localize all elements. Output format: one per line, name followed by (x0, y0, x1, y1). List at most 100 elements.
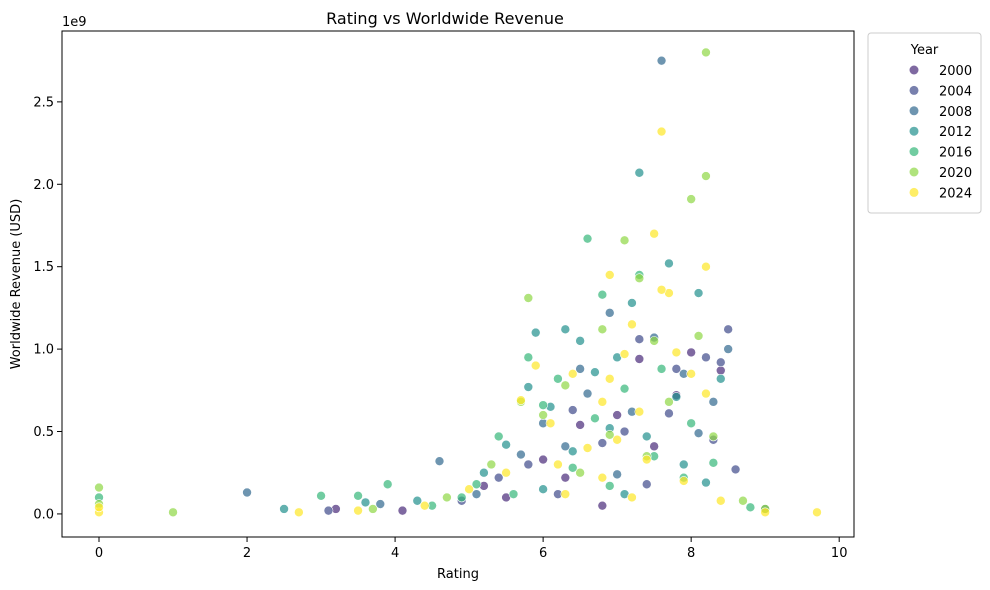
data-point-2024-10 (567, 369, 578, 379)
data-point-2004-16 (730, 464, 741, 475)
data-point-2012-5 (715, 373, 726, 384)
data-point-2012-9 (590, 367, 600, 377)
data-point-2000-12 (597, 500, 608, 511)
legend-marker-2016 (909, 147, 919, 157)
data-point-2020-14 (708, 431, 719, 442)
data-point-2016-24 (745, 502, 756, 513)
data-point-2020-23 (738, 495, 748, 506)
data-point-2020-9 (560, 380, 571, 391)
data-point-2016-8 (590, 413, 600, 424)
data-point-2012-19 (701, 477, 711, 488)
data-point-2020-13 (604, 430, 615, 440)
data-point-2000-13 (649, 441, 659, 452)
data-point-2020-2 (686, 194, 696, 204)
data-point-2024-19 (582, 443, 593, 453)
data-point-2008-18 (575, 364, 585, 374)
legend-marker-2024 (909, 187, 919, 197)
data-point-2024-20 (641, 454, 652, 465)
data-point-2012-15 (641, 431, 652, 442)
data-point-2020-20 (94, 482, 104, 493)
data-point-2008-0 (656, 55, 667, 66)
data-point-2008-13 (560, 441, 571, 452)
data-point-2020-19 (168, 507, 178, 518)
data-point-2024-28 (715, 495, 726, 506)
data-point-2012-7 (575, 336, 585, 346)
data-point-2012-4 (560, 324, 571, 335)
legend-title: Year (910, 43, 939, 58)
x-axis-ticks: 0 2 4 6 8 10 (95, 537, 848, 561)
data-point-2012-21 (360, 497, 371, 508)
data-point-2024-21 (553, 459, 563, 470)
data-point-2004-1 (715, 357, 726, 368)
data-point-2024-6 (627, 319, 637, 330)
data-point-2016-0 (582, 233, 593, 244)
y-tick-label-3: 1.5 (33, 260, 54, 275)
data-point-2008-10 (516, 449, 526, 460)
data-point-2024-13 (701, 388, 711, 399)
legend-label-2016: 2016 (939, 146, 972, 161)
x-tick-label-0: 0 (95, 546, 103, 561)
data-point-2016-13 (471, 479, 482, 490)
legend-label-2012: 2012 (939, 125, 972, 140)
data-point-2000-8 (686, 347, 696, 358)
legend-marker-2020 (909, 167, 919, 177)
data-point-2024-16 (516, 395, 526, 405)
data-point-2000-3 (560, 472, 571, 483)
data-point-2012-2 (693, 288, 704, 298)
data-point-2024-29 (419, 500, 430, 511)
y-axis-offset-label: 1e9 (62, 15, 87, 30)
data-point-2020-5 (523, 293, 534, 303)
data-point-2004-10 (664, 408, 674, 419)
x-tick-label-3: 6 (539, 546, 547, 561)
data-point-2008-15 (612, 469, 622, 480)
data-point-2020-1 (701, 171, 711, 181)
data-point-2020-15 (486, 459, 497, 470)
data-point-2012-6 (530, 327, 541, 338)
data-point-2012-18 (678, 459, 689, 470)
y-tick-label-5: 2.5 (33, 95, 54, 110)
data-point-2008-5 (434, 456, 445, 466)
data-point-2016-21 (604, 481, 615, 491)
x-tick-label-2: 4 (391, 546, 399, 561)
data-point-2004-4 (634, 334, 645, 345)
data-point-2012-0 (634, 167, 645, 178)
data-point-2000-5 (612, 410, 622, 420)
x-axis-label: Rating (437, 567, 479, 582)
legend-label-2024: 2024 (939, 186, 972, 201)
data-point-2016-2 (597, 289, 608, 300)
data-point-2020-0 (701, 47, 711, 58)
y-tick-label-4: 2.0 (33, 178, 54, 193)
data-point-2012-14 (501, 439, 511, 450)
data-point-2020-3 (619, 235, 630, 246)
data-point-2004-2 (701, 352, 711, 363)
data-point-2016-7 (538, 400, 548, 410)
data-point-2024-0 (656, 126, 667, 137)
y-axis-label: Worldwide Revenue (USD) (9, 199, 24, 370)
data-point-2020-11 (538, 410, 548, 420)
legend-box (867, 32, 982, 214)
data-point-2020-24 (368, 504, 378, 514)
data-point-2012-20 (412, 495, 423, 506)
x-tick-label-5: 10 (831, 546, 848, 561)
data-point-2024-11 (686, 369, 696, 379)
data-point-2004-5 (567, 405, 578, 415)
data-point-2016-4 (553, 373, 563, 384)
data-point-2024-7 (671, 347, 682, 358)
data-point-2024-27 (627, 492, 637, 503)
data-point-2024-23 (597, 472, 608, 483)
data-point-2024-24 (678, 476, 689, 486)
data-point-2024-12 (604, 373, 615, 384)
legend-marker-2000 (909, 65, 919, 75)
plot-area-frame (61, 30, 855, 538)
data-point-2004-3 (671, 364, 682, 374)
data-point-2008-1 (604, 308, 615, 318)
data-point-2024-26 (560, 489, 571, 499)
data-point-2016-22 (508, 489, 519, 499)
legend-label-2004: 2004 (939, 84, 972, 99)
data-point-2004-7 (523, 459, 534, 470)
data-point-2024-2 (701, 261, 711, 272)
data-point-2016-11 (686, 418, 696, 429)
data-point-2020-4 (634, 273, 645, 284)
data-point-2016-14 (456, 492, 467, 503)
